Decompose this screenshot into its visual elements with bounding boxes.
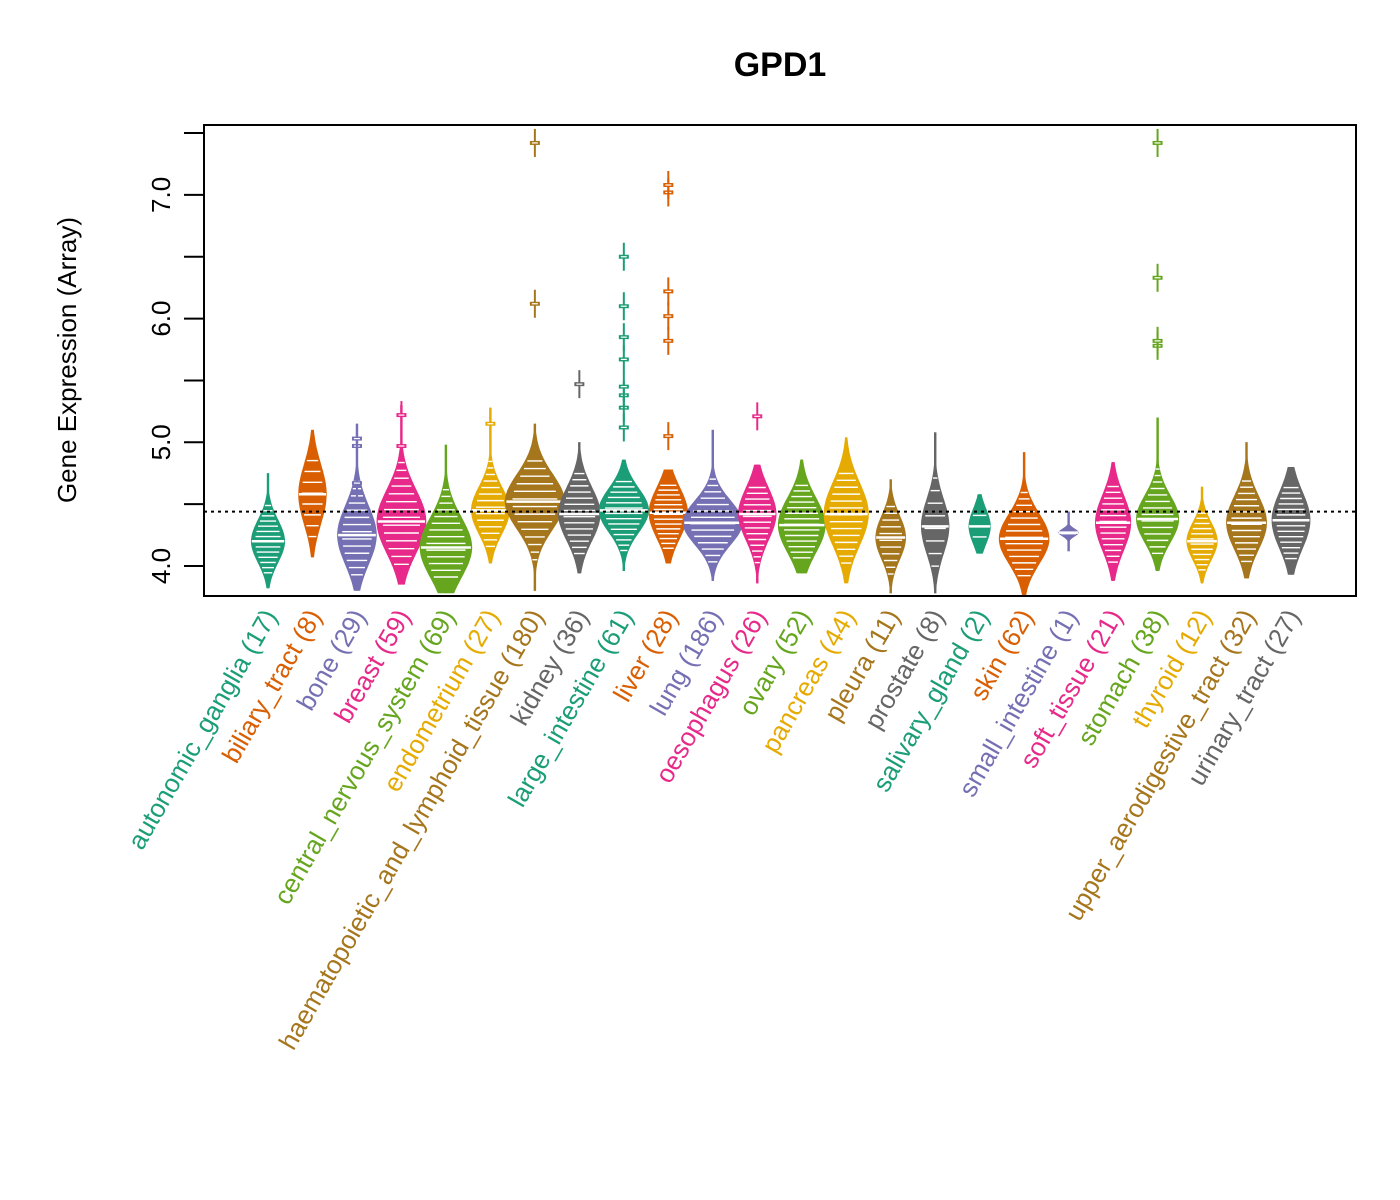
violin-bone: [337, 423, 377, 591]
chart-title: GPD1: [734, 46, 827, 84]
violin-soft_tissue: [1095, 462, 1132, 581]
plot-frame: [203, 124, 1357, 597]
violin-small_intestine: [1058, 511, 1079, 552]
y-axis: 4.0 5.0 6.0 7.0: [146, 132, 204, 584]
violin-central_nervous_system: [419, 444, 473, 594]
violin-liver: [648, 171, 688, 564]
violin-pleura: [875, 479, 906, 594]
y-tick-label: 5.0: [146, 424, 176, 460]
y-tick-label: 6.0: [146, 301, 176, 337]
violin-upper_aerodigestive_tract: [1226, 442, 1267, 579]
x-axis-labels: autonomic_ganglia (17)biliary_tract (8)b…: [121, 604, 1306, 1055]
violin-prostate: [921, 432, 950, 594]
violin-stomach: [1136, 128, 1180, 571]
violin-autonomic_ganglia: [250, 473, 286, 589]
violin-ovary: [777, 459, 826, 574]
violin-pancreas: [823, 437, 869, 584]
violin-urinary_tract: [1271, 467, 1311, 575]
violin-kidney: [558, 370, 601, 574]
violin-endometrium: [471, 407, 510, 564]
violin-haematopoietic_and_lymphoid_tissue: [504, 128, 565, 591]
violin-lung: [682, 429, 743, 581]
y-tick-label: 4.0: [146, 548, 176, 584]
y-tick-label: 7.0: [146, 177, 176, 213]
violins-layer: [250, 128, 1311, 596]
y-axis-label: Gene Expression (Array): [52, 217, 82, 503]
violin-breast: [376, 401, 427, 585]
violin-oesophagus: [738, 402, 777, 584]
violin-large_intestine: [598, 242, 649, 571]
violin-biliary_tract: [298, 429, 327, 558]
violin-salivary_gland: [968, 494, 991, 554]
violin-skin: [998, 452, 1050, 596]
violin-thyroid: [1186, 486, 1218, 584]
